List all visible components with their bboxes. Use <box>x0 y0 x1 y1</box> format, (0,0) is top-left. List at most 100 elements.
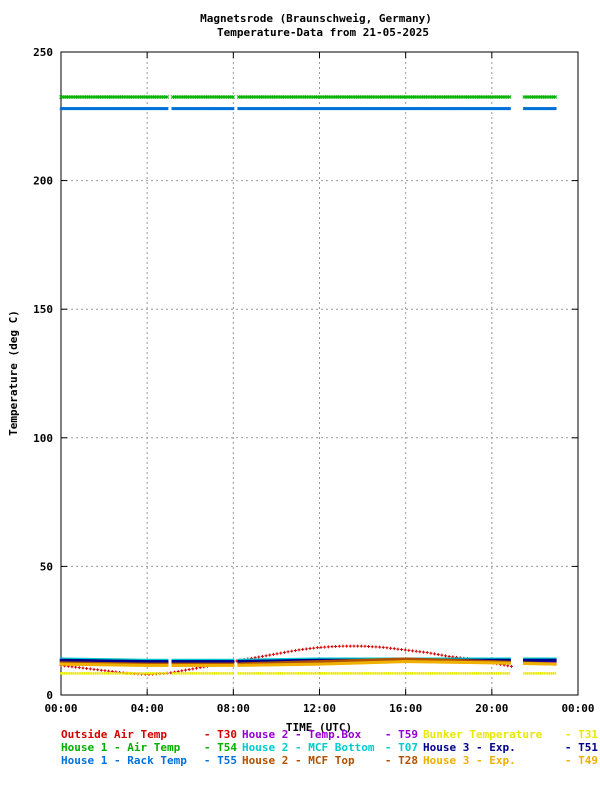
data-point <box>123 107 127 111</box>
data-point <box>537 658 541 662</box>
data-point <box>191 672 194 675</box>
data-point <box>294 107 297 111</box>
data-point <box>158 672 161 675</box>
data-point <box>435 107 438 111</box>
data-point <box>231 660 235 664</box>
data-point <box>321 662 325 666</box>
data-point <box>347 659 350 663</box>
data-point <box>175 663 178 667</box>
data-point <box>69 672 71 675</box>
data-point <box>482 107 486 111</box>
data-point <box>144 672 146 675</box>
data-point <box>96 663 99 667</box>
data-point <box>77 666 81 670</box>
data-point <box>539 662 542 666</box>
data-point <box>378 660 381 664</box>
data-point <box>220 660 224 664</box>
data-point <box>341 107 345 111</box>
data-point <box>433 107 436 111</box>
data-point <box>202 107 206 111</box>
data-point <box>393 660 396 664</box>
data-point <box>198 660 202 664</box>
data-point <box>199 672 201 675</box>
data-point <box>508 658 511 662</box>
data-point <box>253 107 257 111</box>
data-point <box>536 672 538 675</box>
data-point <box>187 660 191 664</box>
data-point <box>254 672 256 675</box>
data-point <box>67 658 70 662</box>
data-point <box>145 660 149 664</box>
data-point <box>202 663 206 667</box>
data-point <box>495 672 498 675</box>
data-point <box>406 672 408 675</box>
data-point <box>96 672 99 675</box>
data-point <box>526 672 529 675</box>
data-point <box>219 672 221 675</box>
data-point <box>131 663 134 667</box>
data-point <box>288 663 292 667</box>
data-point <box>127 672 130 675</box>
data-point <box>286 650 290 654</box>
data-point <box>281 663 284 667</box>
data-point <box>195 672 197 675</box>
data-point <box>314 107 317 111</box>
data-point <box>532 107 535 111</box>
data-point <box>380 660 383 664</box>
data-point <box>328 662 332 666</box>
data-point <box>502 661 506 665</box>
data-point <box>90 659 94 663</box>
data-point <box>61 107 65 111</box>
data-point <box>330 107 334 111</box>
data-point <box>504 658 508 662</box>
data-point <box>105 672 108 675</box>
data-point <box>490 672 492 675</box>
data-point <box>68 107 72 111</box>
data-point <box>534 107 537 111</box>
data-point <box>91 672 93 675</box>
legend-entry-name: House 1 - Air Temp <box>61 741 181 754</box>
data-point <box>296 662 299 666</box>
data-point <box>208 663 211 667</box>
data-point <box>209 107 213 111</box>
data-point <box>276 672 278 675</box>
data-point <box>120 663 123 667</box>
data-point <box>343 672 346 675</box>
data-point <box>186 663 189 667</box>
data-point <box>361 658 365 662</box>
data-point <box>545 658 548 662</box>
data-point <box>506 107 509 111</box>
data-point <box>530 672 533 675</box>
data-point <box>547 672 549 675</box>
data-point <box>120 107 123 111</box>
data-point <box>290 663 293 667</box>
data-point <box>213 672 216 675</box>
data-point <box>274 661 277 665</box>
data-series <box>59 95 558 676</box>
data-point <box>220 663 224 667</box>
data-point <box>369 107 372 111</box>
data-point <box>541 672 544 675</box>
data-point <box>413 660 416 664</box>
data-point <box>239 659 242 663</box>
data-point <box>274 107 277 111</box>
data-point <box>411 660 414 664</box>
data-point <box>147 663 151 667</box>
legend-entry-name: House 2 - MCF Bottom <box>242 741 375 754</box>
data-point <box>539 672 542 675</box>
data-point <box>436 653 440 657</box>
data-point <box>365 672 368 675</box>
chart-title: Magnetsrode (Braunschweig, Germany) <box>200 12 432 25</box>
data-point <box>532 658 535 662</box>
data-point <box>213 663 217 667</box>
data-point <box>317 107 321 111</box>
data-point <box>299 107 303 111</box>
data-point <box>528 662 531 666</box>
data-point <box>237 107 240 111</box>
data-point <box>546 658 550 662</box>
data-point <box>250 662 253 666</box>
data-point <box>426 658 429 662</box>
data-point <box>405 660 409 664</box>
data-point <box>354 658 357 662</box>
data-point <box>486 661 489 665</box>
